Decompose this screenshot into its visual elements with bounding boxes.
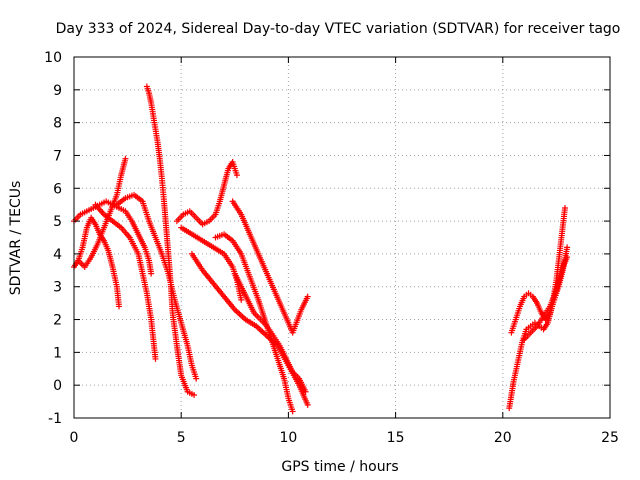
plot-frame	[73, 56, 611, 419]
grid	[74, 57, 610, 418]
series-arc-l	[231, 270, 309, 395]
data-point	[233, 172, 240, 179]
y-tick-label: 2	[53, 313, 62, 329]
series-arc-o	[521, 254, 571, 343]
y-tick-label: 4	[53, 247, 62, 263]
x-tick-label: 5	[177, 430, 186, 446]
data-point	[148, 270, 155, 277]
data-point	[564, 244, 571, 251]
series-arc-b	[71, 198, 155, 277]
data-point	[122, 155, 129, 162]
x-tick-label: 10	[279, 430, 297, 446]
data-points	[71, 83, 571, 415]
data-point	[304, 293, 311, 300]
y-axis-label: SDTVAR / TECUs	[8, 181, 24, 296]
x-tick-label: 20	[494, 430, 512, 446]
data-point	[116, 303, 123, 310]
series-arc-g	[173, 159, 240, 228]
y-tick-label: 8	[53, 116, 62, 132]
data-point	[289, 408, 296, 415]
data-point	[238, 296, 245, 303]
data-point	[561, 204, 568, 211]
y-tick-label: 5	[53, 214, 62, 230]
y-tick-label: -1	[48, 411, 62, 427]
x-tick-label: 0	[70, 430, 79, 446]
y-tick-label: 1	[53, 345, 62, 361]
x-tick-label: 25	[601, 430, 619, 446]
y-tick-label: 6	[53, 181, 62, 197]
data-point	[564, 254, 571, 261]
axis-ticks: 0 5 10 15 20 25 -1 0 1 2 3 4 5 6 7 8 9 10	[44, 50, 619, 446]
series-arc-d	[92, 201, 159, 362]
series-arc-j	[212, 231, 296, 415]
data-point	[152, 355, 159, 362]
series-arc-c	[75, 155, 129, 271]
chart-title: Day 333 of 2024, Sidereal Day-to-day VTE…	[56, 21, 621, 37]
y-tick-label: 0	[53, 378, 62, 394]
data-point	[191, 392, 198, 399]
series-arc-k	[229, 198, 311, 336]
data-point	[304, 401, 311, 408]
series-arc-e	[113, 191, 200, 382]
y-tick-label: 10	[44, 50, 62, 66]
y-tick-label: 7	[53, 148, 62, 164]
data-point	[302, 388, 309, 395]
y-tick-label: 3	[53, 280, 62, 296]
y-tick-label: 9	[53, 83, 62, 99]
series-arc-f	[143, 83, 198, 399]
x-axis-label: GPS time / hours	[281, 459, 398, 475]
x-tick-label: 15	[387, 430, 405, 446]
data-point	[193, 375, 200, 382]
